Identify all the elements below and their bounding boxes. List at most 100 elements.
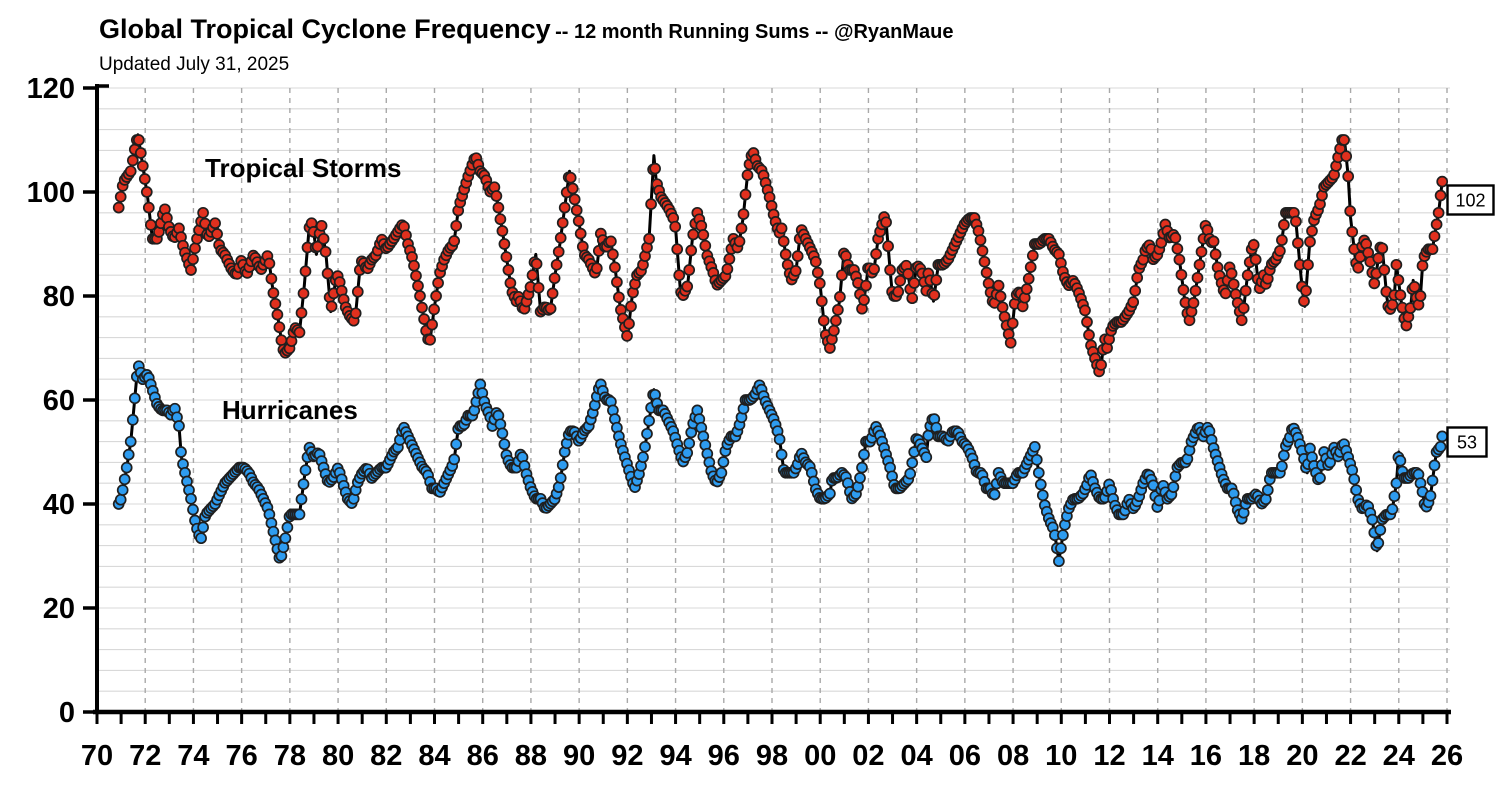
data-point bbox=[574, 227, 587, 240]
data-point bbox=[741, 169, 754, 181]
data-point bbox=[297, 287, 310, 300]
data-point bbox=[1394, 289, 1407, 301]
data-point bbox=[775, 448, 788, 461]
data-point bbox=[1237, 302, 1250, 314]
data-point bbox=[189, 242, 201, 255]
data-point-last bbox=[1436, 430, 1449, 443]
data-point bbox=[1249, 253, 1262, 266]
data-point bbox=[1292, 237, 1304, 249]
x-tick-label: 90 bbox=[563, 740, 595, 772]
data-point bbox=[1338, 134, 1350, 146]
data-point bbox=[681, 280, 694, 293]
data-point bbox=[279, 532, 292, 545]
data-point bbox=[1241, 269, 1254, 282]
data-point bbox=[1426, 243, 1439, 256]
data-point bbox=[124, 165, 137, 178]
data-point bbox=[643, 414, 655, 427]
x-tick-label: 24 bbox=[1383, 740, 1415, 772]
chart-title: Global Tropical Cyclone Frequency bbox=[99, 14, 551, 44]
data-point bbox=[992, 279, 1005, 292]
data-point bbox=[922, 429, 935, 442]
data-point bbox=[187, 503, 199, 516]
data-point bbox=[813, 277, 826, 290]
x-tick-label: 10 bbox=[1045, 740, 1077, 772]
data-point bbox=[649, 162, 661, 175]
series-dots bbox=[112, 134, 1449, 378]
y-tick-label: 100 bbox=[27, 177, 75, 209]
data-point bbox=[1207, 235, 1220, 248]
data-point bbox=[1227, 278, 1240, 291]
data-point bbox=[1053, 555, 1065, 568]
data-point bbox=[1171, 242, 1184, 255]
data-point bbox=[607, 248, 619, 261]
data-point bbox=[572, 215, 585, 227]
data-point bbox=[1372, 537, 1385, 549]
end-value-tropical-storms: 102 bbox=[1455, 191, 1485, 211]
data-point bbox=[1175, 268, 1188, 281]
data-point bbox=[1306, 225, 1318, 237]
data-point bbox=[504, 277, 517, 289]
data-point bbox=[1290, 215, 1302, 228]
data-point bbox=[275, 334, 288, 347]
data-point bbox=[717, 456, 730, 468]
data-point bbox=[299, 464, 312, 477]
series-label-hurricanes: Hurricanes bbox=[222, 395, 358, 425]
data-point bbox=[854, 472, 866, 484]
data-point bbox=[1302, 258, 1314, 271]
data-point bbox=[1348, 473, 1361, 486]
data-point bbox=[558, 201, 571, 214]
data-point bbox=[490, 190, 503, 202]
data-point bbox=[1079, 304, 1091, 317]
data-point bbox=[1430, 218, 1443, 231]
x-tick-label: 80 bbox=[322, 740, 354, 772]
x-tick-label: 00 bbox=[804, 740, 836, 772]
data-point bbox=[126, 414, 139, 426]
data-point bbox=[715, 466, 728, 479]
data-point bbox=[1209, 248, 1222, 261]
data-point bbox=[870, 248, 882, 260]
data-point bbox=[1169, 232, 1182, 244]
data-point bbox=[120, 461, 133, 474]
data-point bbox=[554, 232, 567, 244]
y-tick-label: 120 bbox=[27, 73, 75, 105]
data-point bbox=[1378, 264, 1391, 276]
data-point bbox=[1022, 272, 1035, 285]
x-tick-label: 18 bbox=[1238, 740, 1270, 772]
data-point bbox=[1368, 277, 1381, 290]
data-point bbox=[671, 243, 684, 256]
data-point bbox=[1081, 316, 1093, 328]
series-hurricanes bbox=[112, 360, 1449, 568]
data-point bbox=[566, 182, 579, 195]
x-tick-label: 22 bbox=[1334, 740, 1366, 772]
y-tick-label: 40 bbox=[43, 489, 75, 521]
data-point bbox=[271, 308, 284, 321]
data-point bbox=[197, 206, 209, 219]
data-point bbox=[1129, 284, 1142, 297]
data-point bbox=[142, 201, 155, 214]
data-point bbox=[1428, 230, 1441, 243]
data-point bbox=[432, 277, 444, 289]
data-point bbox=[315, 219, 328, 232]
data-point bbox=[860, 279, 872, 292]
data-point bbox=[1386, 298, 1399, 311]
data-point bbox=[116, 484, 129, 496]
data-point bbox=[410, 269, 422, 282]
data-point bbox=[448, 235, 461, 247]
data-point bbox=[1189, 284, 1202, 297]
data-point bbox=[641, 427, 653, 440]
data-point bbox=[269, 297, 282, 310]
data-point bbox=[1390, 477, 1403, 490]
data-point bbox=[609, 261, 621, 274]
x-tick-label: 98 bbox=[756, 740, 788, 772]
data-point bbox=[450, 438, 463, 451]
end-value-frame bbox=[1446, 184, 1495, 216]
data-point bbox=[811, 266, 824, 279]
data-point bbox=[1416, 259, 1429, 272]
x-tick-label: 82 bbox=[370, 740, 402, 772]
data-point bbox=[128, 392, 141, 405]
data-point bbox=[1004, 336, 1017, 349]
data-point bbox=[904, 467, 917, 480]
data-point bbox=[1024, 261, 1037, 273]
